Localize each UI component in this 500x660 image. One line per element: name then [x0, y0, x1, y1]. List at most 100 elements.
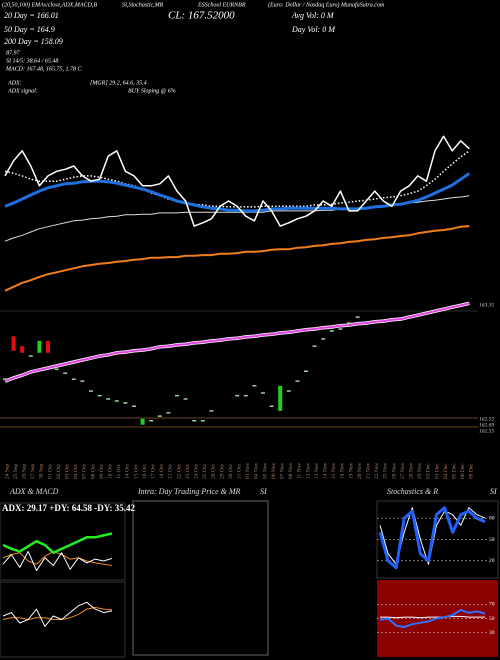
x-tick-label: 28 Nov [408, 462, 414, 479]
x-tick-label: 24 Sep [4, 464, 10, 479]
x-tick-label: 03 Oct [64, 464, 70, 479]
ma50-text: 50 Day = 164.9 [4, 25, 55, 34]
x-tick-label: 11 Nov [297, 463, 303, 479]
panel-subtitle: SI [490, 487, 497, 496]
x-tick-label: 07 Nov [279, 462, 285, 479]
x-tick-label: 20 Nov [357, 462, 363, 479]
x-tick-label: 03 Dec [434, 463, 440, 479]
y-tick-label: 30 [489, 630, 495, 636]
y-tick-label: 70 [489, 602, 495, 608]
panel-subtitle: ADX: 29.17 +DY: 64.58 -DY: 35.42 [2, 503, 135, 513]
close-text: CL: 167.52000 [168, 10, 235, 22]
x-tick-label: 10 Oct [107, 464, 113, 479]
y-tick-label: 20 [489, 558, 495, 564]
x-tick-label: 01 Oct [47, 464, 53, 479]
series-line [4, 302, 470, 383]
x-tick-label: 18 Oct [159, 464, 165, 479]
bar [46, 340, 50, 353]
series-line [2, 532, 113, 554]
x-tick-label: 24 Oct [193, 464, 199, 479]
rsi-text: SI 14/5: 38.64 / 65.48 [6, 57, 58, 64]
x-tick-label: 19 Nov [348, 462, 354, 479]
header-symbol: ESSchool EURNBR [197, 2, 246, 8]
x-tick-label: 15 Oct [133, 464, 139, 479]
x-tick-label: 09 Dec [469, 463, 475, 479]
intraday-frame [132, 500, 269, 656]
x-tick-label: 08 Nov [288, 462, 294, 479]
x-tick-label: 18 Nov [340, 462, 346, 479]
x-tick-label: 28 Oct [211, 464, 217, 479]
x-tick-label: 29 Nov [417, 462, 423, 479]
x-tick-label: 12 Nov [305, 462, 311, 479]
x-tick-label: 26 Sep [21, 464, 27, 479]
x-tick-label: 21 Oct [168, 464, 174, 479]
macd-text: MACD: 167.48, 165.75, 1.78 C [5, 65, 82, 72]
x-tick-label: 30 Sep [39, 464, 45, 479]
header-studies: SI,Stochastic,MR [122, 2, 164, 8]
x-tick-label: 27 Nov [400, 462, 406, 479]
day-vol: Day Vol: 0 M [291, 25, 336, 34]
x-tick-label: 07 Oct [82, 464, 88, 479]
x-tick-label: 27 Sep [30, 464, 36, 479]
ma20-text: 20 Day = 166.01 [4, 11, 59, 20]
panel-subtitle: SI [260, 487, 267, 496]
x-tick-label: 02 Dec [426, 463, 432, 479]
y-tick-label: 50 [489, 616, 495, 622]
x-tick-label: 13 Nov [314, 462, 320, 479]
x-tick-label: 22 Oct [176, 464, 182, 479]
x-tick-label: 25 Nov [383, 462, 389, 479]
panel-title: ADX & MACD [9, 487, 59, 496]
x-tick-label: 30 Oct [228, 464, 234, 479]
bar [20, 346, 25, 353]
x-tick-label: 05 Dec [451, 463, 457, 479]
bar [11, 336, 16, 351]
adx-signal: BUY Sloping @ 6% [128, 88, 176, 94]
panel-frame [0, 502, 126, 581]
x-tick-label: 01 Nov [245, 462, 251, 479]
x-tick-label: 17 Oct [150, 464, 156, 479]
x-tick-label: 29 Oct [219, 464, 225, 479]
x-tick-label: 05 Nov [262, 462, 268, 479]
series-line [380, 615, 485, 619]
series-line [2, 601, 113, 627]
series-line [2, 550, 113, 566]
x-tick-label: 14 Nov [322, 462, 328, 479]
x-tick-label: 14 Oct [125, 464, 131, 479]
x-tick-label: 06 Dec [460, 463, 466, 479]
x-tick-label: 11 Oct [116, 464, 122, 479]
stat-text: 87.97 [6, 50, 21, 56]
x-tick-label: 08 Oct [90, 464, 96, 479]
avg-vol: Avg Vol: 0 M [291, 11, 335, 20]
x-tick-label: 04 Dec [443, 463, 449, 479]
y-tick-label: 50 [489, 537, 495, 543]
ma200-text: 200 Day = 158.09 [4, 37, 63, 46]
x-tick-label: 25 Oct [202, 464, 208, 479]
x-tick-label: 04 Nov [254, 462, 260, 479]
x-tick-label: 23 Oct [185, 464, 191, 479]
right-label: 162.69 [479, 422, 494, 428]
series-line [379, 609, 486, 628]
x-tick-label: 22 Nov [374, 462, 380, 479]
right-label: 162.55 [479, 428, 494, 434]
x-tick-label: 06 Nov [271, 462, 277, 479]
header-source: (Euro: Dollar / Nasdaq Euro) MunafaSutra… [268, 1, 385, 8]
adx-signal-label: ADX signal: [7, 88, 38, 94]
right-label: 162.55 [479, 416, 494, 422]
y-tick-label: 80 [489, 515, 495, 521]
adx-values: [MGR] 29.2, 64.6, 35.4 [90, 79, 147, 86]
series-line [4, 225, 470, 292]
x-tick-label: 26 Nov [391, 462, 397, 479]
x-tick-label: 16 Oct [142, 464, 148, 479]
panel-title: Stochastics & R [387, 487, 438, 496]
x-tick-label: 15 Nov [331, 462, 337, 479]
series-line [4, 135, 470, 227]
panel-frame [0, 581, 126, 658]
series-line [2, 550, 113, 572]
header-studies: (20,50,100) EMAs/close,ADX,MACD,B [2, 1, 97, 8]
right-label: 163.35 [479, 302, 494, 308]
series-line [378, 506, 486, 570]
bar [140, 418, 145, 425]
panel-title: Intra: Day Trading Price & MR [137, 487, 241, 496]
